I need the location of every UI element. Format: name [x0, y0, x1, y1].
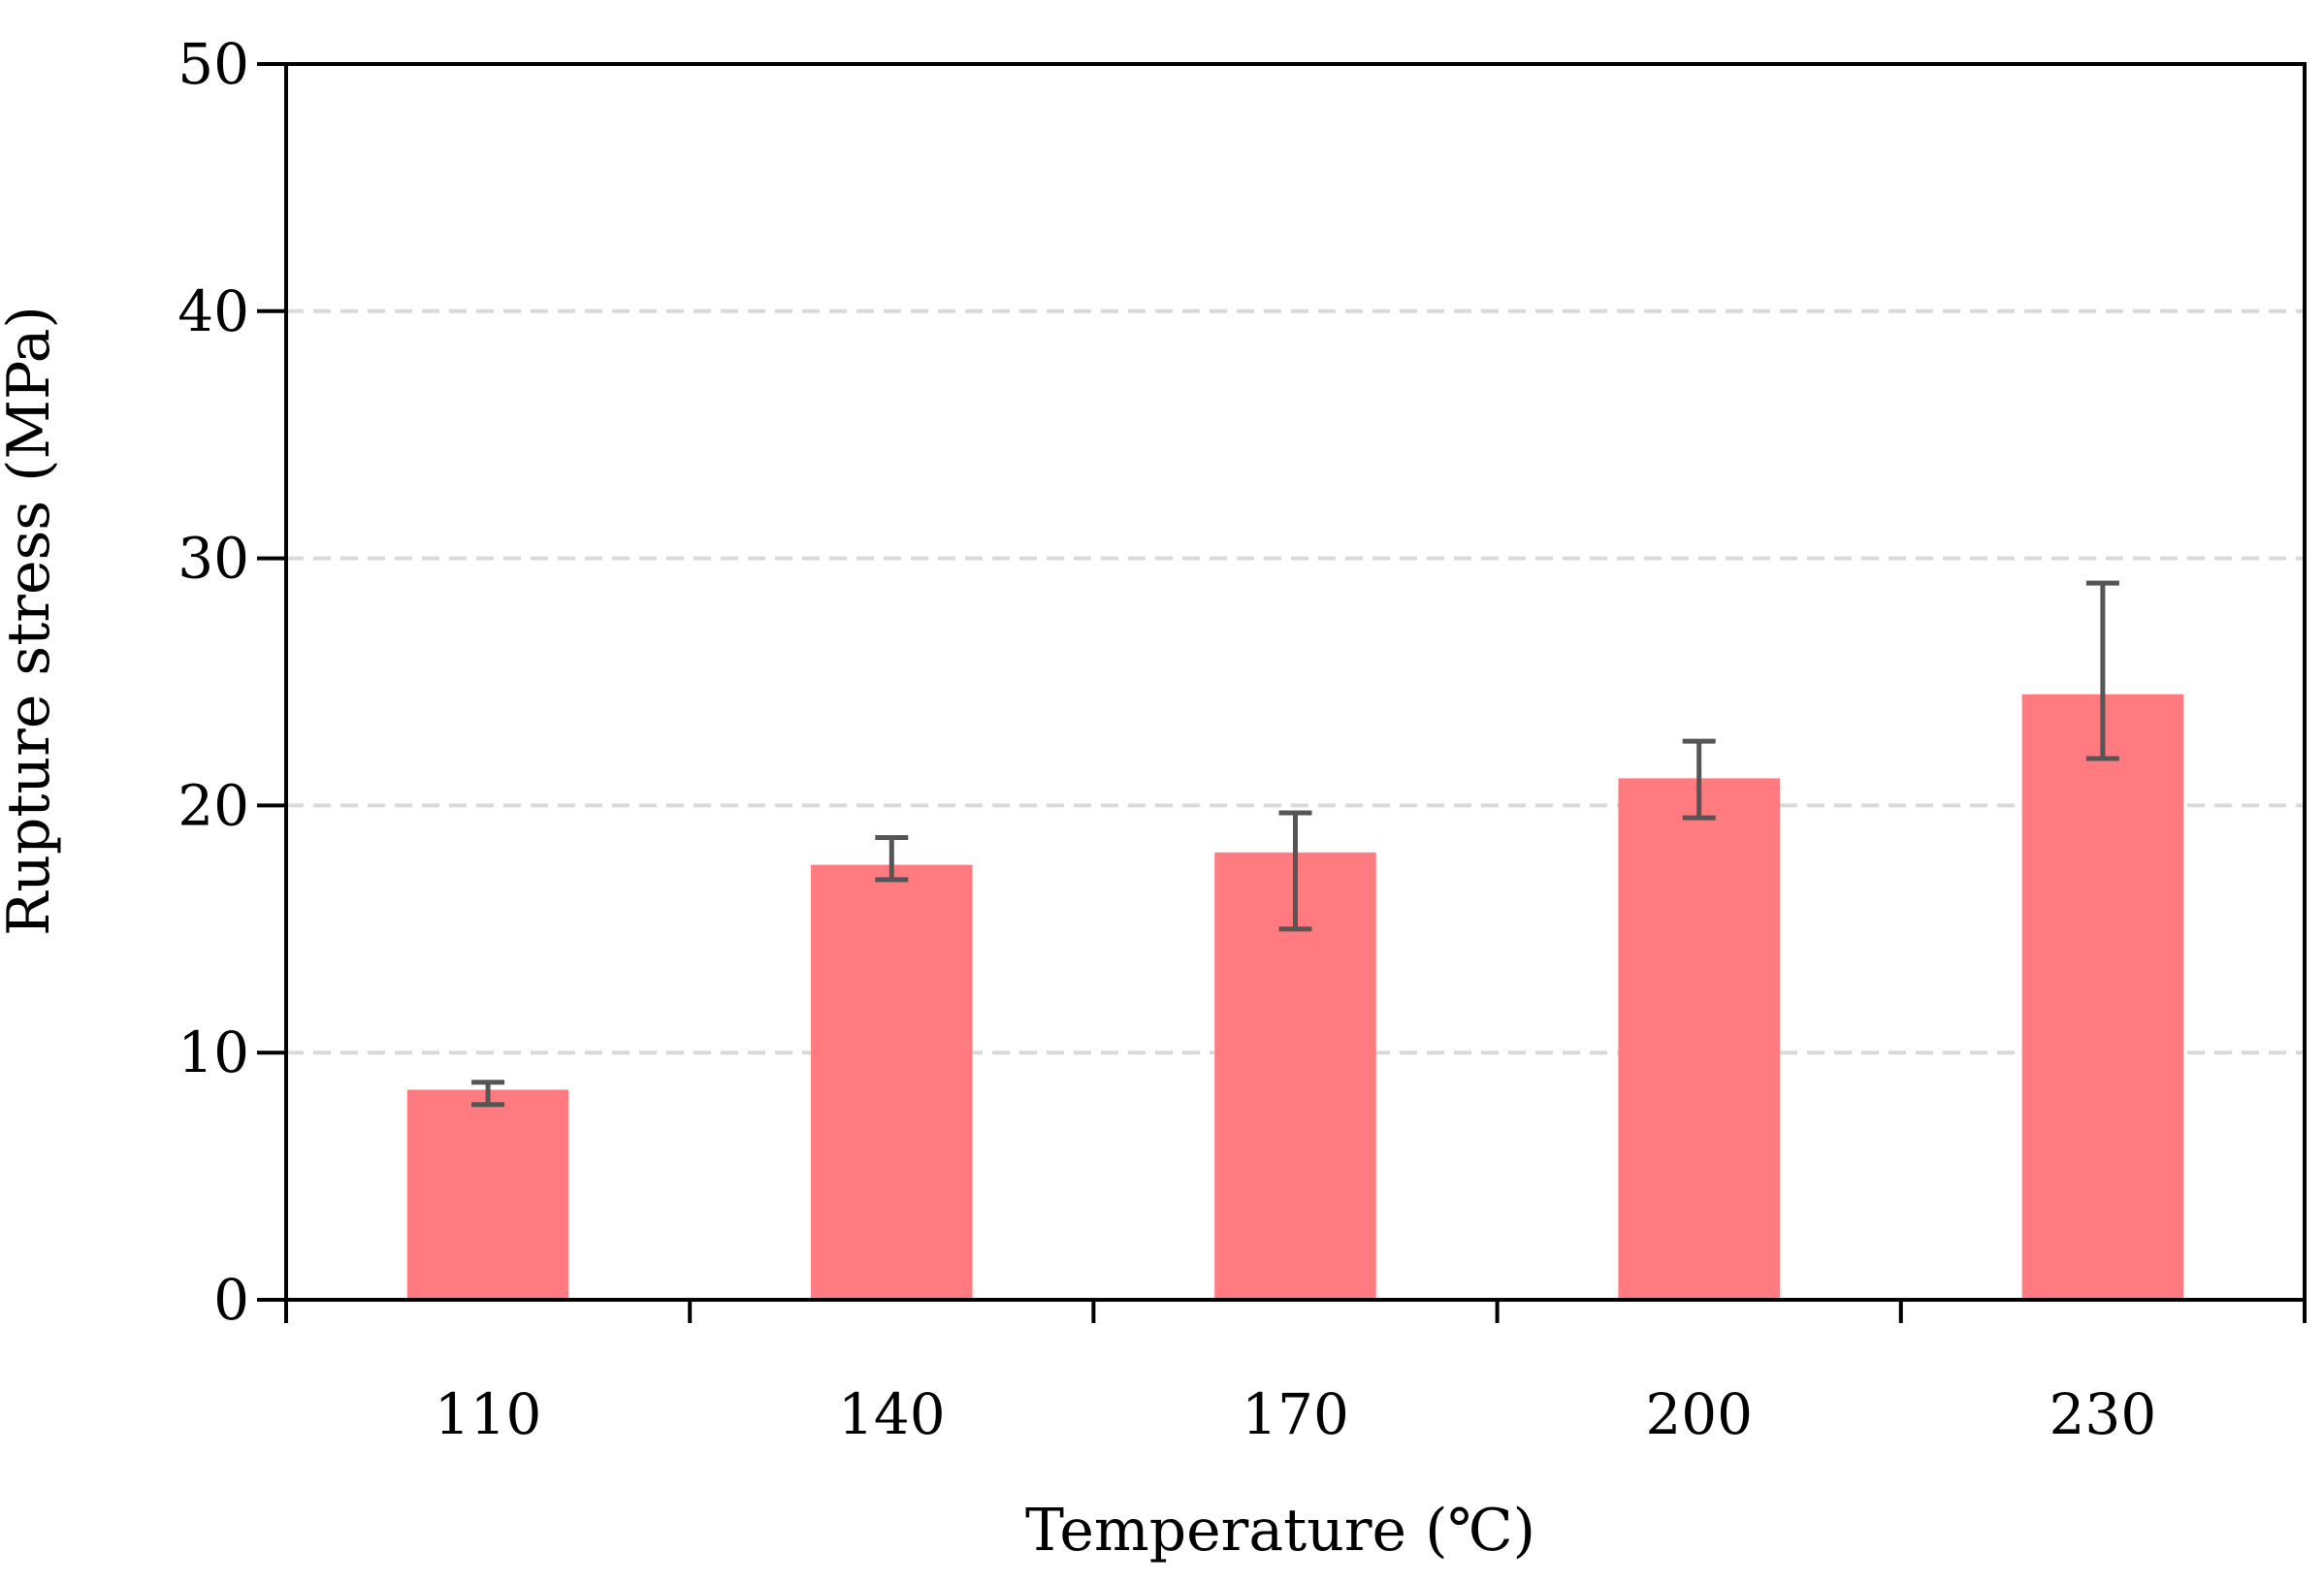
- bar-230: [2021, 694, 2184, 1300]
- error-bar-140: [875, 835, 909, 883]
- y-tick-label-30: 30: [178, 526, 249, 592]
- y-tick-label-10: 10: [178, 1019, 249, 1085]
- error-bar-110: [471, 1080, 505, 1108]
- x-axis-title: Temperature (℃): [1025, 1497, 1535, 1565]
- tick-labels: 0 10 20 30 40 50 110 140 170 200 230: [178, 31, 2156, 1447]
- y-axis-title: Rupture stress (MPa): [0, 306, 63, 936]
- x-tick-label-140: 140: [838, 1381, 946, 1447]
- x-tick-label-170: 170: [1242, 1381, 1349, 1447]
- x-tick-label-200: 200: [1645, 1381, 1753, 1447]
- plot-frame: [284, 62, 2307, 1302]
- error-bar-230: [2085, 580, 2119, 761]
- error-bar-170: [1278, 810, 1312, 932]
- error-bars: [471, 580, 2119, 1108]
- y-tick-label-0: 0: [213, 1267, 249, 1333]
- bar-140: [811, 864, 973, 1300]
- x-tick-label-110: 110: [435, 1381, 542, 1447]
- x-tick-label-230: 230: [2050, 1381, 2157, 1447]
- y-tick-label-40: 40: [178, 278, 249, 344]
- bars: [406, 694, 2184, 1300]
- axes: [257, 62, 2307, 1323]
- bar-110: [406, 1089, 569, 1300]
- bar-200: [1618, 778, 1780, 1300]
- y-tick-label-20: 20: [178, 772, 249, 838]
- error-bar-200: [1682, 738, 1716, 821]
- y-tick-label-50: 50: [178, 31, 249, 97]
